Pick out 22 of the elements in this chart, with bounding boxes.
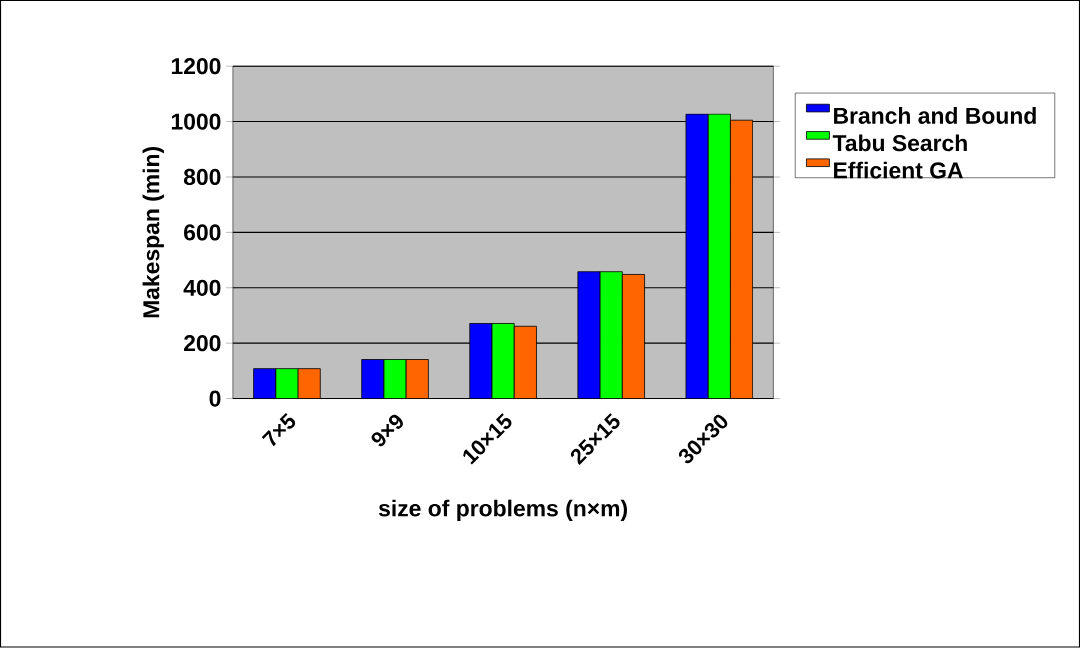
y-tick-label: 1200 — [171, 58, 221, 75]
y-axis-title: Makespan (min) — [142, 147, 164, 318]
legend-label: Efficient GA — [834, 161, 963, 179]
bar — [599, 271, 623, 399]
bar — [361, 359, 385, 399]
bar — [275, 368, 299, 399]
y-tick-label: 600 — [184, 224, 221, 241]
legend-label: Branch and Bound — [834, 107, 1036, 125]
y-tick-label: 200 — [184, 335, 221, 352]
bar — [685, 113, 709, 399]
legend-label: Tabu Search — [832, 134, 967, 152]
bar — [469, 323, 493, 399]
bar — [707, 113, 731, 399]
x-tick-label: 9×9 — [371, 414, 403, 447]
y-tick-label: 800 — [183, 169, 221, 186]
y-tick-label: 1000 — [171, 113, 221, 130]
x-axis-title: size of problems (n×m) — [378, 499, 627, 522]
bar — [253, 368, 277, 399]
y-tick-label: 400 — [183, 279, 221, 297]
y-tick-label: 0 — [209, 390, 221, 407]
x-tick-label: 7×5 — [261, 413, 296, 447]
bar — [491, 323, 515, 399]
